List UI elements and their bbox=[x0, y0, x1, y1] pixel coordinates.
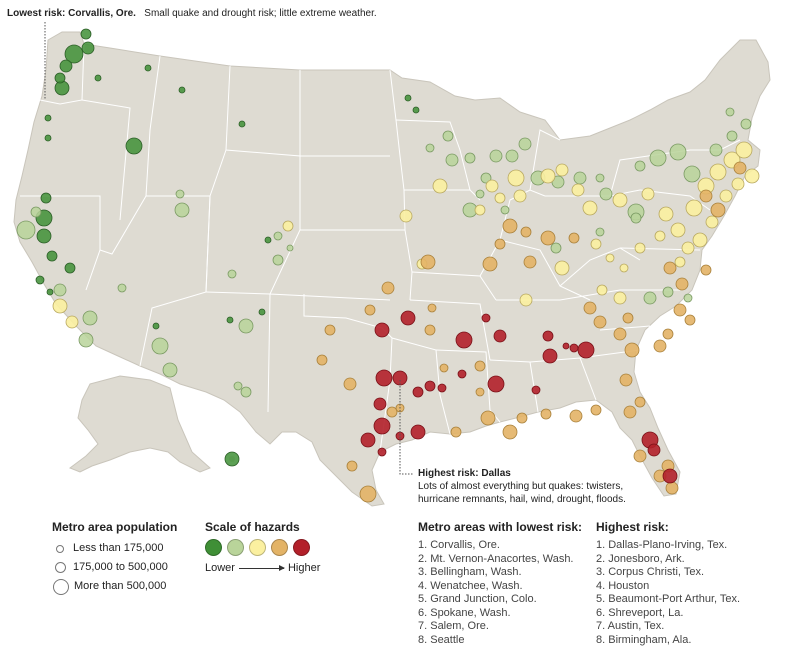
hazard-higher-label: Higher bbox=[287, 562, 321, 574]
metro-dots-lowest bbox=[35, 28, 420, 467]
metro-dots-mid bbox=[52, 141, 760, 329]
population-legend-medium: 175,000 to 500,000 bbox=[52, 558, 177, 577]
list-item: 6. Spokane, Wash. bbox=[418, 606, 511, 619]
list-item: 5. Beaumont-Port Arthur, Tex. bbox=[596, 593, 741, 605]
list-item: 6. Shreveport, La. bbox=[596, 606, 684, 619]
highest-risk-callout: Highest risk: Dallas Lots of almost ever… bbox=[418, 467, 626, 506]
hazard-legend-title: Scale of hazards bbox=[205, 520, 300, 534]
hazard-lower-label: Lower bbox=[205, 562, 235, 574]
list-item: 1. Corvallis, Ore. bbox=[418, 539, 500, 551]
highest-risk-list: Highest risk: 1. Dallas-Plano-Irving, Te… bbox=[596, 520, 740, 647]
list-item: 2. Jonesboro, Ark. bbox=[596, 552, 685, 565]
metro-dots-highest bbox=[360, 310, 678, 484]
us-hazard-map bbox=[13, 22, 771, 507]
hazard-swatch-3 bbox=[249, 539, 266, 556]
lowest-risk-list-title: Metro areas with lowest risk: bbox=[418, 520, 583, 534]
medium-circle-icon bbox=[55, 562, 66, 573]
list-item: 7. Salem, Ore. bbox=[418, 620, 489, 632]
hazard-legend: Scale of hazards Lower Higher bbox=[205, 520, 320, 576]
small-circle-icon bbox=[56, 544, 64, 553]
list-item: 7. Austin, Tex. bbox=[596, 620, 665, 632]
alaska-shape bbox=[68, 375, 211, 473]
lowest-risk-callout-title: Lowest risk: Corvallis, Ore. bbox=[7, 8, 136, 19]
highest-risk-list-title: Highest risk: bbox=[596, 520, 669, 534]
large-circle-icon bbox=[53, 578, 69, 595]
population-large-label: More than 500,000 bbox=[74, 580, 167, 592]
population-medium-label: 175,000 to 500,000 bbox=[73, 561, 168, 573]
highest-risk-callout-title: Highest risk: Dallas bbox=[418, 468, 511, 479]
hazard-swatch-4 bbox=[271, 539, 288, 556]
list-item: 8. Seattle bbox=[418, 633, 465, 646]
list-item: 4. Wenatchee, Wash. bbox=[418, 579, 523, 592]
population-legend-large: More than 500,000 bbox=[52, 577, 177, 596]
list-item: 1. Dallas-Plano-Irving, Tex. bbox=[596, 539, 728, 551]
list-item: 3. Bellingham, Wash. bbox=[418, 566, 522, 578]
population-legend-small: Less than 175,000 bbox=[52, 539, 177, 558]
lowest-risk-items: 1. Corvallis, Ore. 2. Mt. Vernon-Anacort… bbox=[418, 539, 582, 647]
lowest-risk-callout: Lowest risk: Corvallis, Ore. Small quake… bbox=[7, 8, 377, 19]
metro-dots-high bbox=[316, 161, 747, 503]
lowest-risk-callout-note: Small quake and drought risk; little ext… bbox=[144, 8, 377, 19]
population-small-label: Less than 175,000 bbox=[73, 542, 164, 554]
lowest-risk-list: Metro areas with lowest risk: 1. Corvall… bbox=[418, 520, 582, 647]
highest-risk-callout-note-1: Lots of almost everything but quakes: tw… bbox=[418, 481, 624, 492]
highest-risk-items: 1. Dallas-Plano-Irving, Tex. 2. Jonesbor… bbox=[596, 539, 740, 647]
list-item: 3. Corpus Christi, Tex. bbox=[596, 566, 705, 578]
list-item: 4. Houston bbox=[596, 579, 650, 592]
hazard-scale: Lower Higher bbox=[205, 561, 320, 576]
arrow-right-icon bbox=[238, 565, 285, 571]
highest-callout-leader bbox=[399, 380, 414, 475]
us-landmass bbox=[13, 31, 771, 507]
population-legend: Metro area population Less than 175,000 … bbox=[52, 520, 177, 596]
population-legend-title: Metro area population bbox=[52, 520, 178, 534]
highest-risk-callout-note-2: hurricane remnants, hail, wind, drought,… bbox=[418, 494, 626, 505]
hazard-swatch-1 bbox=[205, 539, 222, 556]
list-item: 2. Mt. Vernon-Anacortes, Wash. bbox=[418, 552, 574, 565]
hazard-swatch-2 bbox=[227, 539, 244, 556]
list-item: 8. Birmingham, Ala. bbox=[596, 633, 692, 646]
list-item: 5. Grand Junction, Colo. bbox=[418, 593, 537, 605]
hazard-swatches bbox=[205, 539, 320, 556]
metro-dots-low bbox=[16, 107, 752, 398]
hazard-swatch-5 bbox=[293, 539, 310, 556]
